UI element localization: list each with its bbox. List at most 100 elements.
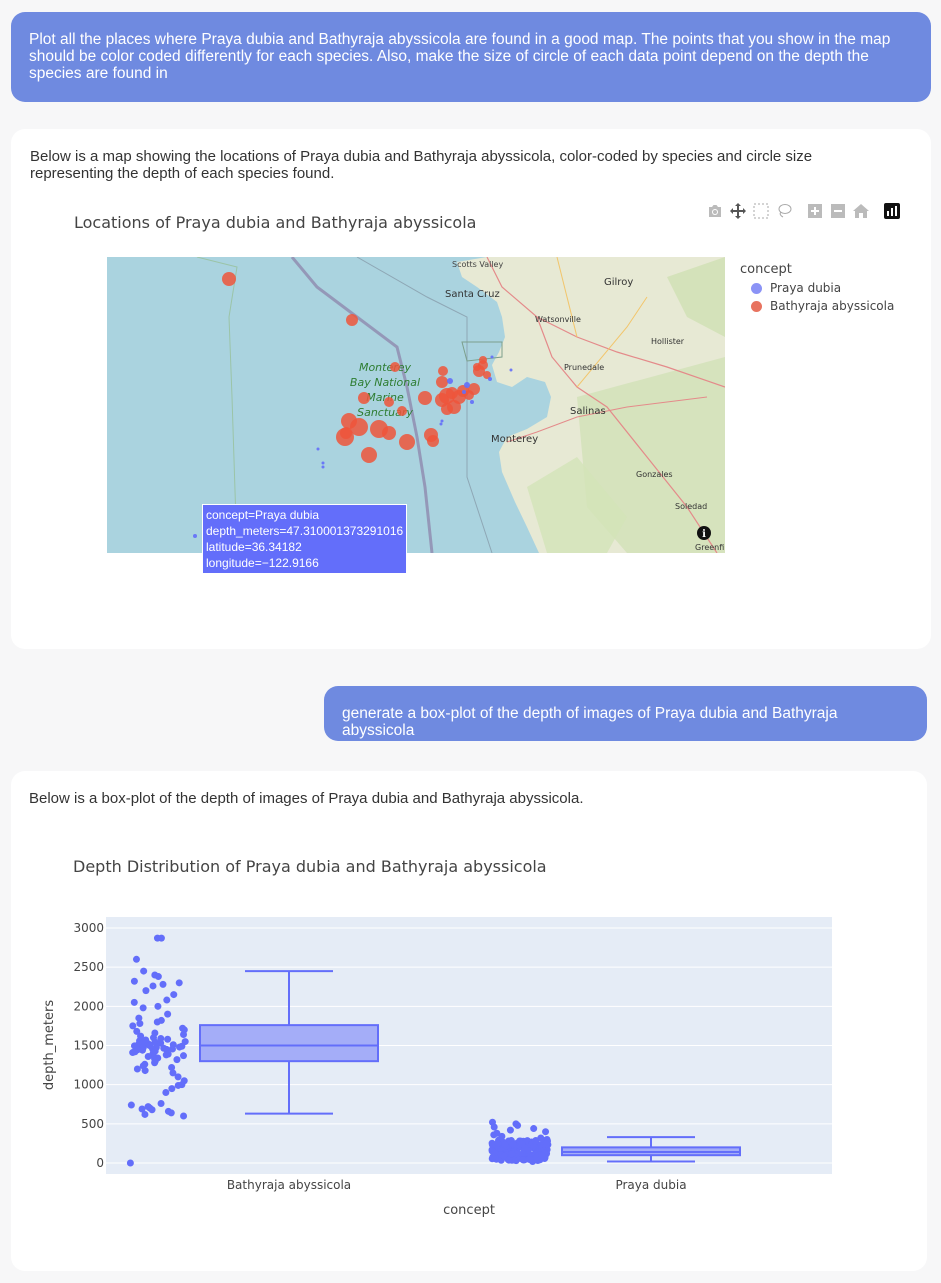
map-point-bathyraja[interactable]: [361, 447, 377, 463]
boxplot-point[interactable]: [506, 1126, 514, 1134]
boxplot-point[interactable]: [140, 967, 148, 975]
map-point-bathyraja[interactable]: [222, 272, 236, 286]
box-select-icon[interactable]: [749, 201, 772, 221]
boxplot-point[interactable]: [494, 1139, 502, 1147]
boxplot-point[interactable]: [153, 1018, 161, 1026]
map-point-praya[interactable]: [321, 465, 325, 469]
boxplot-point[interactable]: [127, 1101, 135, 1109]
boxplot-point[interactable]: [168, 1085, 176, 1093]
map-point-bathyraja[interactable]: [436, 376, 448, 388]
legend-item-praya[interactable]: Praya dubia: [751, 281, 841, 295]
map-point-praya[interactable]: [447, 378, 453, 384]
map-point-praya[interactable]: [462, 390, 466, 394]
boxplot-point[interactable]: [162, 1051, 170, 1059]
boxplot-point[interactable]: [531, 1138, 539, 1146]
boxplot-point[interactable]: [149, 982, 157, 990]
map-point-bathyraja[interactable]: [358, 392, 370, 404]
boxplot-point[interactable]: [509, 1141, 517, 1149]
boxplot-point[interactable]: [164, 1035, 172, 1043]
boxplot-point[interactable]: [141, 1067, 149, 1075]
boxplot-point[interactable]: [500, 1152, 508, 1160]
home-icon[interactable]: [849, 201, 872, 221]
boxplot-point[interactable]: [142, 987, 150, 995]
boxplot-point[interactable]: [126, 1159, 134, 1167]
map-point-bathyraja[interactable]: [483, 371, 491, 379]
boxplot-point[interactable]: [510, 1156, 518, 1164]
boxplot-point[interactable]: [138, 1105, 146, 1113]
map-point-bathyraja[interactable]: [427, 435, 439, 447]
lasso-select-icon[interactable]: [772, 201, 795, 221]
map-canvas[interactable]: Scotts Valley Santa Cruz Gilroy Watsonvi…: [107, 257, 725, 553]
boxplot-point[interactable]: [514, 1121, 522, 1129]
boxplot-point[interactable]: [157, 1039, 165, 1047]
boxplot-point[interactable]: [490, 1123, 498, 1131]
boxplot-point[interactable]: [133, 1065, 141, 1073]
boxplot-point[interactable]: [167, 1109, 175, 1117]
map-point-bathyraja[interactable]: [468, 383, 480, 395]
boxplot-point[interactable]: [173, 1056, 181, 1064]
boxplot-point[interactable]: [139, 1046, 147, 1054]
map-point-bathyraja[interactable]: [441, 403, 453, 415]
boxplot-point[interactable]: [157, 934, 165, 942]
boxplot-point[interactable]: [151, 1059, 159, 1067]
boxplot-point[interactable]: [162, 1089, 170, 1097]
boxplot-point[interactable]: [148, 1106, 156, 1114]
boxplot-box[interactable]: [199, 1024, 379, 1063]
boxplot-point[interactable]: [530, 1125, 538, 1133]
map-info-icon[interactable]: i: [697, 526, 711, 540]
boxplot-point[interactable]: [163, 996, 171, 1004]
map-point-bathyraja[interactable]: [399, 434, 415, 450]
zoom-out-icon[interactable]: [826, 201, 849, 221]
boxplot-point[interactable]: [133, 1027, 141, 1035]
boxplot-point[interactable]: [139, 1004, 147, 1012]
boxplot-point[interactable]: [174, 1073, 182, 1081]
boxplot-point[interactable]: [518, 1140, 526, 1148]
boxplot-point[interactable]: [132, 955, 140, 963]
map-point-praya[interactable]: [490, 355, 494, 359]
map-point-praya[interactable]: [321, 461, 325, 465]
boxplot-point[interactable]: [488, 1141, 496, 1149]
boxplot-point[interactable]: [519, 1156, 527, 1164]
boxplot-point[interactable]: [180, 1112, 188, 1120]
boxplot-point[interactable]: [154, 1002, 162, 1010]
map-point-bathyraja[interactable]: [350, 418, 368, 436]
plotly-logo-icon[interactable]: [880, 201, 903, 221]
pan-icon[interactable]: [726, 201, 749, 221]
boxplot-point[interactable]: [159, 980, 167, 988]
boxplot-point[interactable]: [170, 991, 178, 999]
boxplot-point[interactable]: [489, 1153, 497, 1161]
boxplot-point[interactable]: [144, 1052, 152, 1060]
boxplot-point[interactable]: [505, 1156, 513, 1164]
boxplot-point[interactable]: [157, 1099, 165, 1107]
boxplot-point[interactable]: [169, 1069, 177, 1077]
map-point-bathyraja[interactable]: [340, 427, 352, 439]
boxplot-point[interactable]: [130, 998, 138, 1006]
map-point-praya[interactable]: [316, 447, 320, 451]
map-point-praya[interactable]: [464, 382, 470, 388]
map-point-bathyraja[interactable]: [438, 366, 448, 376]
map-point-bathyraja[interactable]: [346, 314, 358, 326]
map-point-bathyraja[interactable]: [418, 391, 432, 405]
boxplot-point[interactable]: [175, 979, 183, 987]
map-point-praya[interactable]: [488, 377, 492, 381]
boxplot-point[interactable]: [542, 1128, 550, 1136]
boxplot-point[interactable]: [164, 1010, 172, 1018]
boxplot-point[interactable]: [501, 1141, 509, 1149]
boxplot-point[interactable]: [526, 1156, 534, 1164]
boxplot-point[interactable]: [154, 973, 162, 981]
map-point-bathyraja[interactable]: [397, 406, 407, 416]
boxplot-point[interactable]: [135, 1014, 143, 1022]
boxplot-point[interactable]: [151, 1038, 159, 1046]
boxplot-point[interactable]: [174, 1081, 182, 1089]
boxplot-point[interactable]: [180, 1031, 188, 1039]
boxplot-point[interactable]: [136, 1020, 144, 1028]
boxplot-point[interactable]: [179, 1052, 187, 1060]
legend-item-bathyraja[interactable]: Bathyraja abyssicola: [751, 299, 894, 313]
map-point-bathyraja[interactable]: [390, 362, 400, 372]
boxplot-point[interactable]: [542, 1140, 550, 1148]
boxplot-point[interactable]: [490, 1131, 498, 1139]
camera-icon[interactable]: [703, 201, 726, 221]
boxplot-point[interactable]: [129, 1022, 137, 1030]
boxplot-chart[interactable]: 0 500 1000 1500 2000 2500 3000 Bathyraja abyss…: [11, 901, 927, 1221]
boxplot-point[interactable]: [176, 1043, 184, 1051]
